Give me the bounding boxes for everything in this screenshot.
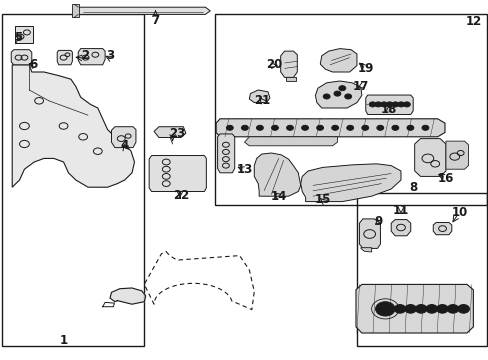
Circle shape	[333, 91, 340, 96]
Circle shape	[436, 305, 447, 313]
Polygon shape	[355, 284, 472, 333]
Polygon shape	[110, 288, 145, 304]
Polygon shape	[359, 219, 380, 248]
Text: 15: 15	[314, 193, 330, 206]
Circle shape	[241, 125, 248, 130]
Polygon shape	[315, 81, 361, 108]
Polygon shape	[73, 7, 210, 14]
Circle shape	[376, 125, 383, 130]
Circle shape	[393, 305, 405, 313]
Polygon shape	[72, 4, 79, 17]
Circle shape	[403, 102, 409, 107]
Text: 23: 23	[169, 127, 185, 140]
Text: 3: 3	[106, 49, 114, 62]
Circle shape	[414, 305, 426, 313]
Text: 19: 19	[357, 62, 373, 75]
Circle shape	[346, 125, 353, 130]
Circle shape	[375, 302, 394, 316]
Polygon shape	[216, 119, 444, 137]
Circle shape	[361, 125, 368, 130]
Circle shape	[331, 125, 338, 130]
Text: 6: 6	[29, 58, 37, 71]
Polygon shape	[12, 65, 134, 187]
Circle shape	[301, 125, 308, 130]
Polygon shape	[320, 49, 356, 72]
Circle shape	[380, 102, 386, 107]
Polygon shape	[11, 50, 32, 65]
Text: 1: 1	[60, 334, 67, 347]
Circle shape	[404, 305, 416, 313]
Circle shape	[406, 125, 413, 130]
Circle shape	[386, 102, 392, 107]
Text: 12: 12	[464, 15, 481, 28]
Circle shape	[374, 102, 381, 107]
Circle shape	[457, 305, 468, 313]
Polygon shape	[360, 248, 371, 252]
Text: 10: 10	[450, 206, 467, 219]
Text: 22: 22	[172, 189, 189, 202]
Polygon shape	[254, 153, 300, 196]
Text: 9: 9	[374, 215, 382, 228]
Text: 16: 16	[437, 172, 453, 185]
Polygon shape	[78, 49, 105, 65]
Text: 20: 20	[265, 58, 282, 71]
Bar	[356, 193, 486, 346]
Circle shape	[344, 94, 351, 99]
Text: 14: 14	[270, 190, 286, 203]
Polygon shape	[280, 51, 297, 77]
Text: 7: 7	[151, 14, 159, 27]
Circle shape	[323, 94, 329, 99]
Text: 11: 11	[392, 204, 408, 217]
Circle shape	[316, 125, 323, 130]
Text: 17: 17	[352, 80, 368, 93]
Polygon shape	[432, 222, 451, 235]
Circle shape	[226, 125, 233, 130]
Circle shape	[391, 102, 398, 107]
Polygon shape	[300, 164, 400, 202]
Text: 8: 8	[408, 181, 416, 194]
Text: 18: 18	[380, 103, 396, 116]
Polygon shape	[249, 90, 269, 103]
Circle shape	[271, 125, 278, 130]
Bar	[2, 14, 144, 346]
Text: 13: 13	[236, 163, 252, 176]
Polygon shape	[217, 134, 234, 173]
Text: 21: 21	[253, 94, 270, 107]
Polygon shape	[414, 139, 445, 176]
Circle shape	[256, 125, 263, 130]
Polygon shape	[445, 141, 468, 169]
Circle shape	[338, 86, 345, 91]
Polygon shape	[390, 220, 410, 236]
Circle shape	[286, 125, 293, 130]
Polygon shape	[111, 127, 136, 148]
Polygon shape	[365, 95, 412, 114]
Polygon shape	[285, 77, 295, 81]
Text: 5: 5	[15, 31, 22, 44]
Polygon shape	[154, 127, 185, 138]
Polygon shape	[149, 156, 206, 192]
Text: 2: 2	[81, 49, 89, 62]
Polygon shape	[15, 26, 33, 43]
Bar	[215, 14, 486, 205]
Circle shape	[421, 125, 428, 130]
Polygon shape	[244, 137, 337, 146]
Circle shape	[397, 102, 404, 107]
Circle shape	[446, 305, 458, 313]
Polygon shape	[57, 50, 72, 65]
Text: 4: 4	[121, 139, 128, 152]
Circle shape	[391, 125, 398, 130]
Circle shape	[425, 305, 437, 313]
Circle shape	[368, 102, 375, 107]
